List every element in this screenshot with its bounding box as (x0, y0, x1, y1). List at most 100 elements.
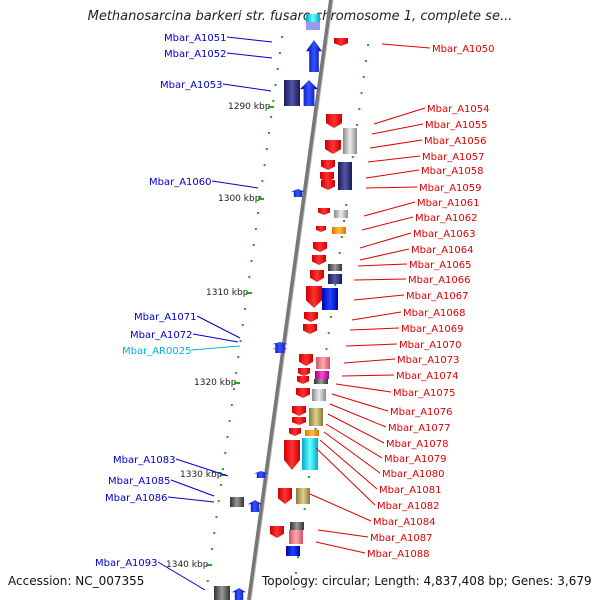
leader-line (317, 529, 369, 538)
gene-arrow-right (321, 160, 335, 170)
ruler-dot (261, 180, 264, 182)
ruler-label: 1320 kbp (194, 378, 237, 388)
ruler-dot (338, 252, 341, 254)
gene-box (312, 389, 326, 401)
leader-line (351, 311, 402, 321)
ruler-dot (367, 44, 370, 46)
leader-line (367, 155, 421, 163)
gene-arrow-left (306, 40, 322, 72)
ruler-dot (325, 348, 328, 350)
gene-label-right: Mbar_A1080 (382, 469, 445, 480)
leader-line (191, 345, 241, 351)
gene-box (332, 227, 346, 234)
leader-line (365, 169, 420, 179)
leader-line (363, 201, 416, 217)
gene-box (322, 288, 338, 310)
leader-line (323, 431, 381, 474)
gene-label-right: Mbar_A1063 (413, 229, 476, 240)
ruler-dot (340, 236, 343, 238)
ruler-dot (343, 220, 346, 222)
gene-label-left: Mbar_A1083 (113, 455, 176, 466)
leader-line (359, 248, 410, 261)
ruler-dot (263, 164, 266, 166)
ruler-dot (360, 92, 363, 94)
ruler-dot (259, 196, 262, 198)
gene-label-right: Mbar_A1057 (422, 152, 485, 163)
gene-arrow-left (232, 588, 246, 600)
gene-label-right: Mbar_A1056 (424, 136, 487, 147)
gene-box (286, 546, 300, 556)
gene-label-left: Mbar_A1071 (134, 312, 197, 323)
gene-label-right: Mbar_A1073 (397, 355, 460, 366)
gene-label-right: Mbar_A1066 (408, 275, 471, 286)
gene-label-right: Mbar_A1082 (377, 501, 440, 512)
ruler-dot (362, 76, 365, 78)
gene-box (230, 497, 244, 507)
gene-arrow-right (298, 368, 310, 376)
gene-box (214, 586, 230, 600)
ruler-dot (206, 580, 209, 582)
gene-arrow-right (289, 428, 301, 436)
gene-label-right: Mbar_A1065 (409, 260, 472, 271)
gene-label-right: Mbar_A1075 (393, 388, 456, 399)
leader-line (369, 139, 423, 149)
gene-arrow-right (312, 255, 326, 265)
ruler-dot (274, 84, 277, 86)
ruler-dot (334, 284, 337, 286)
gene-arrow-right (292, 417, 306, 425)
chromosome-axis-highlight (250, 0, 334, 600)
gene-arrow-right (297, 376, 309, 384)
leader-line (365, 186, 418, 189)
ruler-dot (215, 516, 218, 518)
leader-line (371, 123, 424, 135)
gene-label-right: Mbar_A1079 (384, 454, 447, 465)
leader-line (345, 343, 398, 347)
ruler-dot (270, 116, 273, 118)
gene-arrow-right (320, 172, 334, 182)
gene-arrow-right (270, 526, 284, 538)
ruler-dot (356, 124, 359, 126)
leader-line (192, 333, 239, 343)
leader-line (353, 294, 405, 301)
ruler-dot (364, 60, 367, 62)
gene-label-left: Mbar_A1053 (160, 80, 223, 91)
ruler-label: 1310 kbp (206, 288, 249, 298)
ruler-dot (241, 324, 244, 326)
gene-box (306, 22, 320, 30)
gene-box (328, 274, 342, 284)
gene-label-right: Mbar_A1081 (379, 485, 442, 496)
gene-arrow-left (300, 80, 318, 106)
ruler-dot (358, 108, 361, 110)
gene-label-right: Mbar_A1068 (403, 308, 466, 319)
gene-label-right: Mbar_A1062 (415, 213, 478, 224)
leader-line (359, 232, 412, 249)
leader-line (175, 458, 229, 477)
gene-label-right: Mbar_A1088 (367, 549, 430, 560)
gene-box (296, 488, 310, 504)
gene-label-right: Mbar_A1087 (370, 533, 433, 544)
ruler-dot (276, 68, 279, 70)
leader-line (315, 541, 366, 554)
ruler-dot (303, 508, 306, 510)
gene-label-right: Mbar_A1069 (401, 324, 464, 335)
chromosome-axis (247, 0, 333, 600)
gene-label-left: Mbar_A1093 (95, 558, 158, 569)
leader-line (335, 383, 392, 393)
ruler-dot (281, 36, 284, 38)
leader-line (327, 413, 385, 444)
ruler-dot (329, 316, 332, 318)
gene-label-right: Mbar_A1059 (419, 183, 482, 194)
leader-line (357, 263, 408, 267)
accession-text: Accession: NC_007355 (8, 574, 145, 588)
ruler-label: 1300 kbp (218, 194, 261, 204)
ruler-dot (257, 212, 260, 214)
gene-label-left: Mbar_A1051 (164, 33, 227, 44)
ruler-dot (222, 468, 225, 470)
gene-box (343, 128, 357, 154)
gene-label-left: Mbar_A1060 (149, 177, 212, 188)
gene-label-right: Mbar_A1077 (388, 423, 451, 434)
gene-box (328, 264, 342, 271)
leader-line (353, 278, 407, 281)
gene-arrow-right (318, 208, 330, 215)
